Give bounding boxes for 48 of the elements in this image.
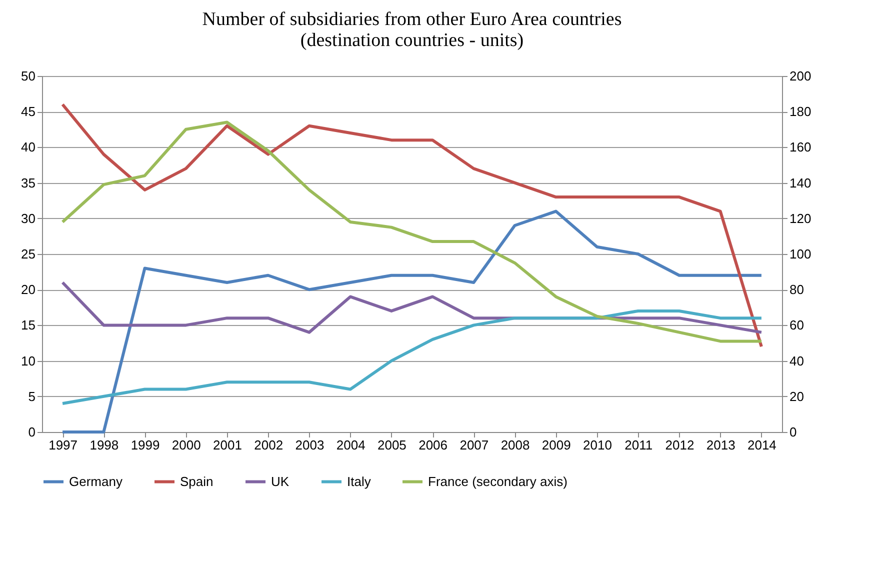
x-tick-label: 2013 xyxy=(706,438,736,452)
y-tick-label: 45 xyxy=(21,104,36,120)
legend-label: UK xyxy=(271,474,290,489)
x-tick-label: 2004 xyxy=(336,438,366,452)
x-tick-label: 2011 xyxy=(624,438,653,452)
y2-tick-label: 200 xyxy=(790,68,812,84)
x-tick-label: 2001 xyxy=(213,438,242,452)
y2-tick-label: 40 xyxy=(790,353,804,368)
x-tick-label: 2000 xyxy=(172,438,201,452)
x-tick-label: 1997 xyxy=(48,438,78,452)
x-tick-label: 2005 xyxy=(377,438,406,452)
y2-tick-label: 120 xyxy=(790,210,812,226)
x-tick-label: 2009 xyxy=(542,438,571,452)
y-tick-label: 20 xyxy=(21,282,36,298)
x-tick-label: 2008 xyxy=(500,438,530,452)
x-tick-label: 2006 xyxy=(418,438,448,452)
y2-tick-label: 60 xyxy=(790,318,804,333)
line-series xyxy=(61,210,763,434)
x-tick-label: 2012 xyxy=(665,438,694,452)
line-series xyxy=(61,309,763,406)
y-tick-label: 25 xyxy=(21,246,36,262)
y-tick-label: 5 xyxy=(28,388,36,404)
y-tick-label: 30 xyxy=(21,210,36,226)
y2-tick-label: 160 xyxy=(790,140,812,155)
legend-label: Italy xyxy=(347,474,372,489)
x-tick-label: 2002 xyxy=(254,438,284,452)
y2-tick-label: 140 xyxy=(790,175,812,190)
y-tick-label: 10 xyxy=(21,353,36,368)
legend-label: France (secondary axis) xyxy=(428,474,568,489)
x-tick-label: 2007 xyxy=(460,438,489,452)
y-tick-label: 15 xyxy=(21,318,36,333)
y2-tick-label: 100 xyxy=(790,246,812,262)
x-tick-label: 2010 xyxy=(583,438,612,452)
y-tick-label: 35 xyxy=(21,175,36,190)
x-tick-label: 1999 xyxy=(130,438,160,452)
y2-tick-label: 20 xyxy=(790,388,804,404)
y-tick-label: 50 xyxy=(21,68,36,84)
chart-title: Number of subsidiaries from other Euro Area countries (destination countries - units) xyxy=(202,9,622,51)
legend-label: Spain xyxy=(180,474,214,489)
y2-tick-label: 80 xyxy=(790,282,804,298)
y2-tick-label: 0 xyxy=(790,424,797,440)
y-tick-label: 40 xyxy=(21,140,36,155)
x-tick-label: 2003 xyxy=(295,438,324,452)
y-tick-label: 0 xyxy=(28,424,36,440)
y2-tick-label: 180 xyxy=(790,104,812,120)
x-tick-label: 2014 xyxy=(747,438,776,452)
legend-label: Germany xyxy=(69,474,123,489)
x-tick-label: 1998 xyxy=(90,438,119,452)
